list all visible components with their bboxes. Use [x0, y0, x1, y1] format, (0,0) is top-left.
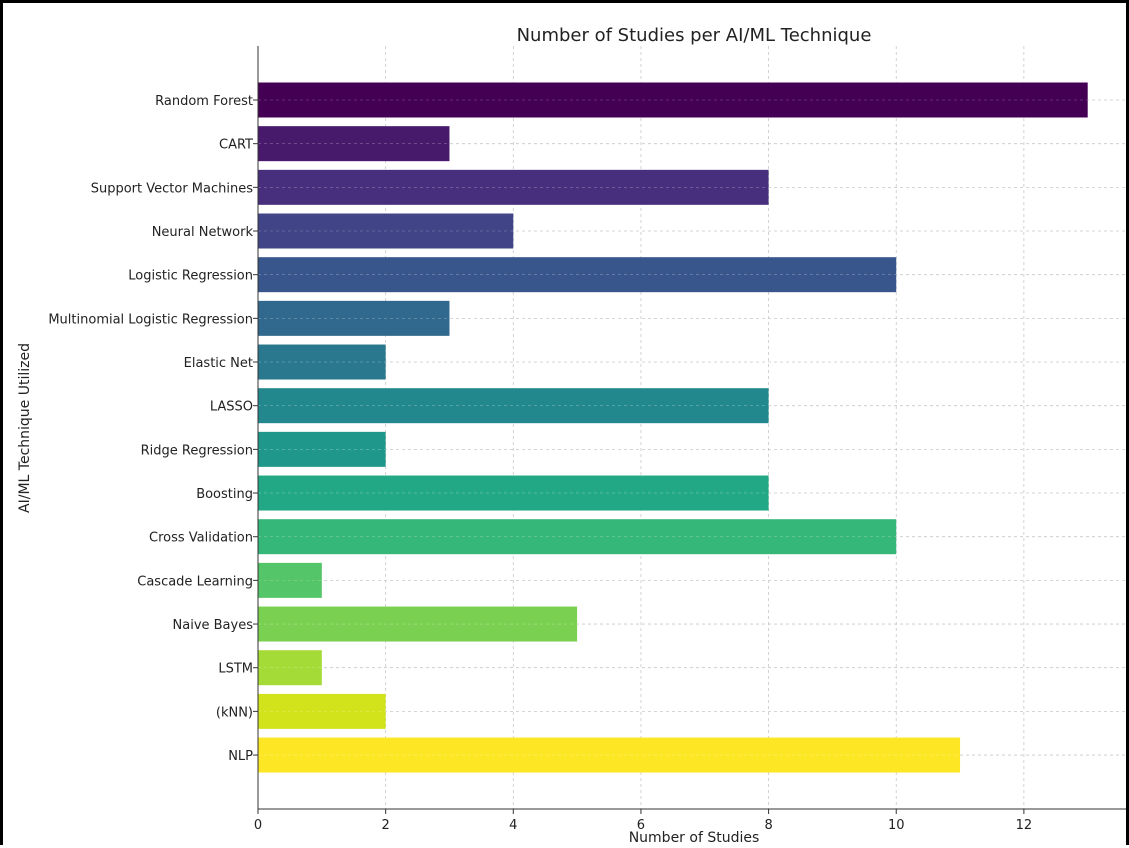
- labels: 0 2 4 6 8 10 12 Random Forest CART Support Vector…: [48, 94, 1032, 833]
- y-tick-label: Naive Bayes: [173, 618, 254, 633]
- bar: [258, 737, 961, 773]
- bar: [258, 431, 386, 467]
- y-tick-label: LASSO: [210, 400, 253, 415]
- y-tick-label: Logistic Regression: [128, 269, 253, 284]
- bar: [258, 475, 769, 511]
- bar: [258, 82, 1088, 118]
- x-tick-label: 6: [637, 818, 645, 833]
- bar: [258, 562, 322, 598]
- chart-title: Number of Studies per AI/ML Technique: [517, 25, 872, 46]
- bar: [258, 519, 897, 555]
- y-tick-label: Cascade Learning: [137, 574, 253, 589]
- axes: [253, 46, 1126, 814]
- y-tick-label: CART: [219, 138, 253, 153]
- bar-chart: 0 2 4 6 8 10 12 Random Forest CART Support Vector…: [17, 25, 1126, 846]
- bar: [258, 126, 450, 162]
- y-tick-label: Multinomial Logistic Regression: [48, 312, 253, 327]
- y-axis-label: AI/ML Technique Utilized: [17, 343, 33, 513]
- x-tick-label: 10: [888, 818, 905, 833]
- bar: [258, 169, 769, 205]
- bar: [258, 388, 769, 424]
- y-tick-label: Cross Validation: [149, 531, 253, 546]
- bar: [258, 693, 386, 729]
- y-tick-label: LSTM: [218, 662, 253, 677]
- bar: [258, 257, 897, 293]
- bar: [258, 606, 578, 642]
- y-tick-label: Ridge Regression: [141, 443, 253, 458]
- x-tick-label: 8: [764, 818, 772, 833]
- y-tick-label: NLP: [228, 749, 253, 764]
- y-tick-label: Random Forest: [155, 94, 253, 109]
- y-tick-label: Neural Network: [152, 225, 254, 240]
- x-tick-label: 0: [254, 818, 262, 833]
- y-tick-label: (kNN): [216, 705, 253, 720]
- x-tick-label: 2: [382, 818, 390, 833]
- x-tick-label: 4: [509, 818, 517, 833]
- y-tick-label: Support Vector Machines: [91, 181, 253, 196]
- bars: [258, 82, 1088, 773]
- bar: [258, 650, 322, 686]
- bar: [258, 213, 514, 249]
- y-tick-label: Boosting: [196, 487, 253, 502]
- bar: [258, 300, 450, 336]
- x-tick-label: 12: [1016, 818, 1033, 833]
- x-axis-label: Number of Studies: [629, 830, 760, 846]
- bar: [258, 344, 386, 380]
- y-tick-label: Elastic Net: [184, 356, 253, 371]
